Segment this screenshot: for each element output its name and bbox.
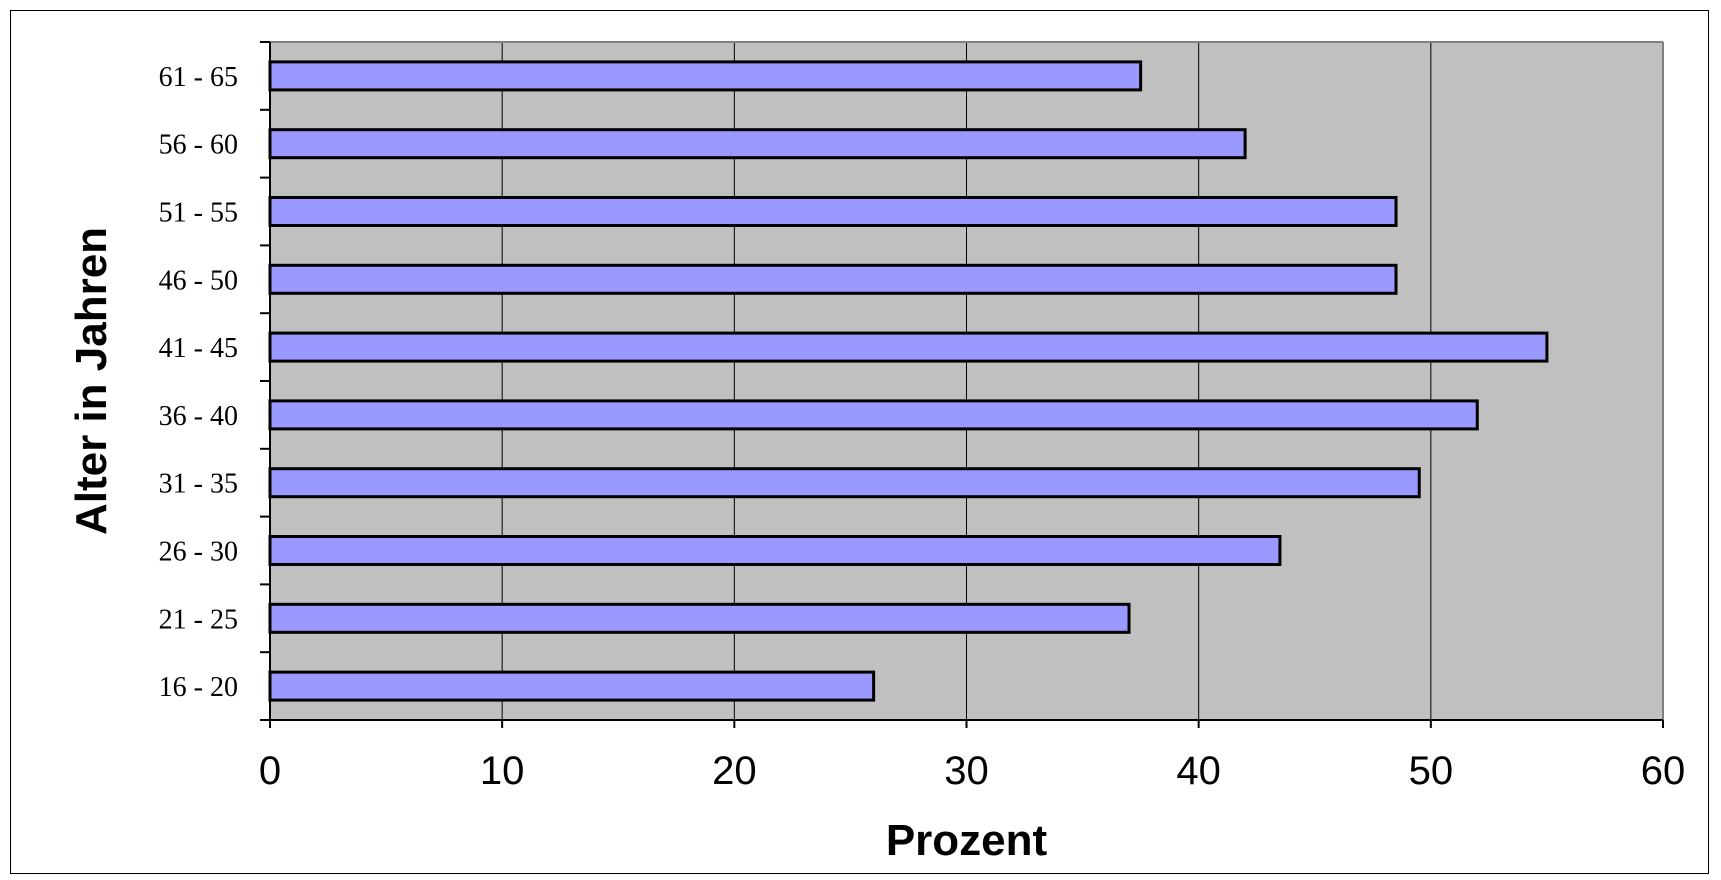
category-label: 21 - 25: [159, 604, 238, 635]
category-label: 51 - 55: [159, 198, 238, 229]
bar: [268, 331, 1549, 363]
category-label: 36 - 40: [159, 401, 238, 432]
category-label: 46 - 50: [159, 265, 238, 296]
x-tick-label: 30: [944, 749, 989, 793]
x-axis-title: Prozent: [886, 816, 1048, 865]
x-tick-label: 40: [1176, 749, 1221, 793]
axes: [260, 41, 1664, 728]
category-label: 61 - 65: [159, 62, 238, 93]
x-tick-labels: 0 10 20 30 40 50 60: [259, 749, 1685, 793]
x-tick-label: 10: [480, 749, 525, 793]
y-axis-title: Alter in Jahren: [67, 227, 116, 535]
bar: [268, 467, 1421, 499]
bar: [268, 670, 876, 702]
x-tick-label: 0: [259, 749, 281, 793]
bar: [268, 535, 1282, 566]
bar: [268, 196, 1398, 227]
x-tick-label: 20: [712, 749, 757, 793]
bar: [268, 602, 1131, 634]
category-labels: 16 - 20 21 - 25 26 - 30 31 - 35 36 - 40 41 - …: [159, 62, 238, 703]
bars: [268, 60, 1549, 702]
bar: [268, 263, 1398, 295]
bar: [268, 399, 1479, 431]
bar: [268, 60, 1143, 92]
bar: [268, 128, 1247, 160]
category-label: 16 - 20: [159, 672, 238, 703]
x-tick-label: 50: [1409, 749, 1454, 793]
category-label: 31 - 35: [159, 469, 238, 500]
category-label: 56 - 60: [159, 130, 238, 161]
category-label: 26 - 30: [159, 537, 238, 568]
x-tick-label: 60: [1641, 749, 1686, 793]
category-label: 41 - 45: [159, 333, 238, 364]
